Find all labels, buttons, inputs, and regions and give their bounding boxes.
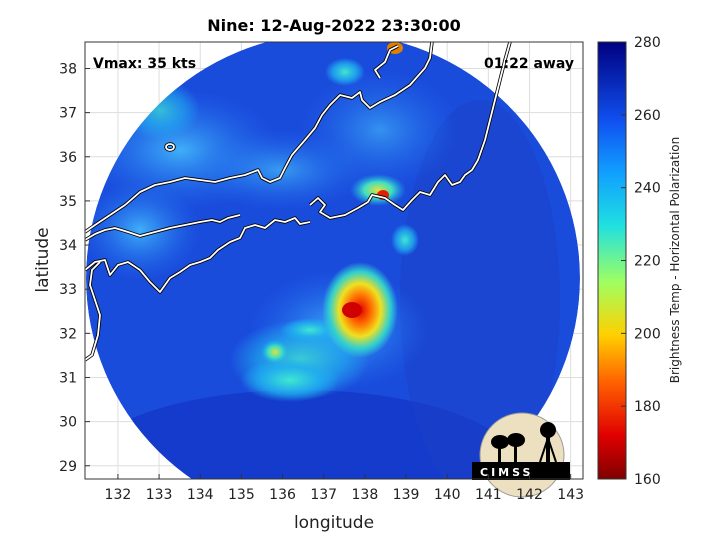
x-tick-label: 135: [228, 487, 255, 503]
cimss-logo: CIMSS: [472, 412, 570, 498]
cimss-logo-text: CIMSS: [480, 466, 533, 479]
time-away-label: 01:22 away: [484, 56, 574, 72]
y-tick-label: 34: [59, 238, 77, 254]
x-tick-label: 134: [187, 487, 214, 503]
y-tick-label: 36: [59, 150, 77, 166]
coastlines: [85, 42, 512, 362]
y-tick-label: 33: [59, 282, 77, 298]
colorbar-tick-label: 200: [634, 326, 661, 342]
x-tick-label: 136: [269, 487, 296, 503]
y-axis-ticks: 29 30 31 32 33 34 35 36 37 38: [59, 61, 90, 475]
x-axis-label: longitude: [294, 513, 374, 533]
x-tick-label: 139: [393, 487, 420, 503]
x-tick-label: 142: [516, 487, 543, 503]
vmax-label: Vmax: 35 kts: [93, 56, 196, 72]
x-tick-label: 141: [475, 487, 502, 503]
x-tick-label: 143: [557, 487, 584, 503]
colorbar-tick-label: 260: [634, 108, 661, 124]
x-tick-label: 138: [352, 487, 379, 503]
y-tick-label: 37: [59, 106, 77, 122]
chart-title: Nine: 12-Aug-2022 23:30:00: [207, 16, 461, 35]
y-tick-label: 38: [59, 61, 77, 77]
y-tick-label: 29: [59, 459, 77, 475]
x-tick-label: 140: [434, 487, 461, 503]
colorbar-label: Brightness Temp - Horizontal Polarizatio…: [668, 137, 682, 384]
x-tick-label: 132: [105, 487, 132, 503]
colorbar-tick-label: 180: [634, 399, 661, 415]
y-tick-label: 30: [59, 415, 77, 431]
colorbar-tick-label: 160: [634, 472, 661, 488]
y-tick-label: 32: [59, 326, 77, 342]
y-tick-label: 35: [59, 194, 77, 210]
x-tick-label: 137: [310, 487, 337, 503]
colorbar: 160 180 200 220 240 260 280 Brightness Temp - …: [597, 35, 682, 488]
y-axis-label: latitude: [33, 227, 53, 292]
colorbar-tick-label: 240: [634, 181, 661, 197]
y-tick-label: 31: [59, 370, 77, 386]
colorbar-ticks: 160 180 200 220 240 260 280: [621, 35, 661, 488]
colorbar-tick-label: 220: [634, 254, 661, 270]
x-axis-ticks: 132 133 134 135 136 137 138 139 140 141 142 143: [105, 474, 584, 503]
plot-frame: [84, 41, 584, 480]
x-tick-label: 133: [146, 487, 173, 503]
colorbar-tick-label: 280: [634, 35, 661, 51]
